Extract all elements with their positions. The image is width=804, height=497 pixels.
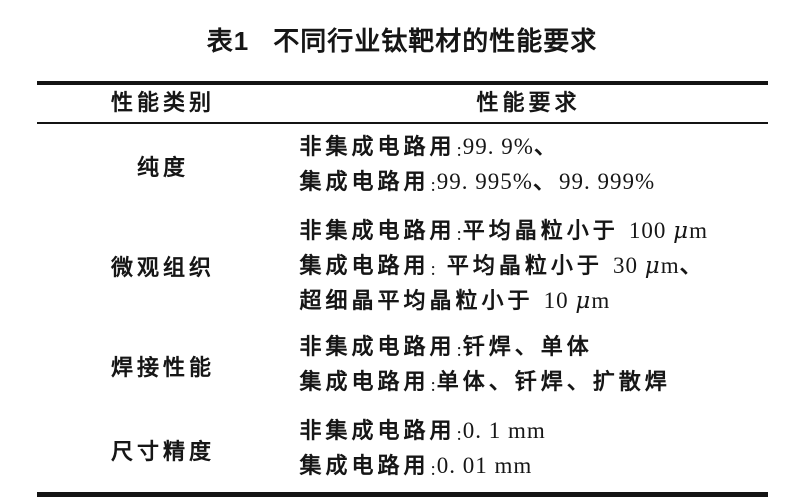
requirement-line: 非集成电路用:99. 9%、 <box>299 134 560 161</box>
category-cell: 纯度 <box>136 155 189 180</box>
requirements-cell: 非集成电路用:钎焊、单体集成电路用:单体、钎焊、扩散焊 <box>290 324 768 408</box>
table-row: 焊接性能 非集成电路用:钎焊、单体集成电路用:单体、钎焊、扩散焊 <box>37 324 768 408</box>
requirement-line: 集成电路用:99. 995%、99. 999% <box>299 169 656 196</box>
requirement-line: 非集成电路用:平均晶粒小于 100 μm <box>299 218 709 245</box>
requirement-line: 集成电路用:0. 01 mm <box>299 453 533 480</box>
requirements-cell: 非集成电路用:99. 9%、集成电路用:99. 995%、99. 999% <box>290 123 768 208</box>
category-cell: 焊接性能 <box>110 355 215 380</box>
requirement-line: 集成电路用: 平均晶粒小于 30 μm、 <box>299 253 706 280</box>
category-cell: 微观组织 <box>110 255 215 280</box>
requirements-cell: 非集成电路用:0. 1 mm 集成电路用:0. 01 mm <box>290 408 768 495</box>
title-index: 表1 <box>206 26 250 56</box>
requirement-line: 非集成电路用:钎焊、单体 <box>299 334 593 361</box>
requirement-line: 集成电路用:单体、钎焊、扩散焊 <box>299 369 671 396</box>
requirement-line: 超细晶平均晶粒小于 10 μm <box>299 288 611 314</box>
table-row: 尺寸精度 非集成电路用:0. 1 mm 集成电路用:0. 01 mm <box>37 408 768 495</box>
requirement-line: 非集成电路用:0. 1 mm <box>299 418 546 445</box>
table-row: 纯度 非集成电路用:99. 9%、集成电路用:99. 995%、99. 999% <box>37 123 768 208</box>
requirements-cell: 非集成电路用:平均晶粒小于 100 μm 集成电路用: 平均晶粒小于 30 μm、… <box>290 208 768 324</box>
title-text: 不同行业钛靶材的性能要求 <box>273 26 598 56</box>
table-body: 纯度 非集成电路用:99. 9%、 集成电路用:99. 995%、99. 999% 微… <box>37 123 768 495</box>
performance-table: 性能类别 性能要求 纯度 非集成电路用:99. 9%、集成电路用:99. 995%… <box>36 81 768 497</box>
header-category: 性能类别 <box>36 83 290 124</box>
page: 表1 不同行业钛靶材的性能要求 性能类别 性能要求 纯度 非集成电路用:99. 9%… <box>0 24 804 497</box>
category-cell: 尺寸精度 <box>110 439 215 464</box>
table-row: 微观组织 非集成电路用:平均晶粒小于 100 μm 集成电路用: 平均晶粒小于 30… <box>37 208 768 324</box>
table-title: 表1 不同行业钛靶材的性能要求 <box>0 24 804 58</box>
table-header-row: 性能类别 性能要求 <box>36 83 768 124</box>
header-requirements: 性能要求 <box>289 83 768 124</box>
